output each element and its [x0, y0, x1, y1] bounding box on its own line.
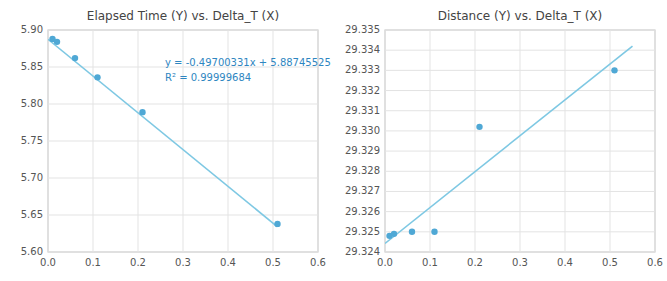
y-tick-label: 29.327 — [345, 185, 380, 196]
plot-frame — [385, 30, 655, 252]
scatter-point — [476, 124, 482, 130]
chart-title: Distance (Y) vs. Delta_T (X) — [438, 9, 603, 23]
scatter-point — [54, 39, 60, 45]
x-tick-label: 0.3 — [175, 257, 191, 268]
y-tick-label: 5.90 — [21, 24, 43, 35]
x-tick-label: 0.5 — [265, 257, 281, 268]
grid-line — [93, 30, 94, 252]
x-tick-label: 0.6 — [310, 257, 326, 268]
y-tick-label: 29.334 — [345, 44, 380, 55]
x-tick-label: 0.2 — [130, 257, 146, 268]
y-tick-label: 29.333 — [345, 64, 380, 75]
y-tick-label: 29.326 — [345, 206, 380, 217]
plot-panel: 5.60 5.65 5.70 5.75 5.80 5.85 5.90 0.0 0.1 0.2 0.3… — [21, 9, 331, 268]
x-tick-label: 0.0 — [377, 257, 393, 268]
y-tick-label: 5.70 — [21, 172, 43, 183]
grid-line — [475, 30, 476, 252]
x-tick-label: 0.5 — [602, 257, 618, 268]
y-tick-label: 29.331 — [345, 105, 380, 116]
x-tick-label: 0.0 — [40, 257, 56, 268]
grid-line — [655, 30, 656, 252]
y-tick-label: 29.332 — [345, 85, 380, 96]
x-tick-label: 0.3 — [512, 257, 528, 268]
annotation: y = -0.49700331x + 5.88745525 R² = 0.9999… — [165, 57, 331, 83]
y-tick-label: 5.80 — [21, 98, 43, 109]
y-tick-label: 29.324 — [345, 246, 380, 257]
grid-line — [138, 30, 139, 252]
x-tick-label: 0.6 — [647, 257, 663, 268]
scatter-point — [94, 74, 100, 80]
y-tick-label: 5.65 — [21, 209, 43, 220]
scatter-point — [139, 109, 145, 115]
chart-canvas: 5.60 5.65 5.70 5.75 5.80 5.85 5.90 0.0 0.1 0.2 0.3… — [0, 0, 667, 281]
annotation-line: R² = 0.99999684 — [165, 72, 251, 83]
scatter-point — [72, 55, 78, 61]
scatter-point — [391, 231, 397, 237]
y-tick-label: 29.330 — [345, 125, 380, 136]
grid-line — [565, 30, 566, 252]
x-tick-label: 0.2 — [467, 257, 483, 268]
y-tick-label: 29.329 — [345, 145, 380, 156]
plot-panel: 29.324 29.325 29.326 29.327 29.328 29.329 29.3… — [345, 9, 663, 268]
x-tick-label: 0.4 — [220, 257, 236, 268]
scatter-point — [431, 229, 437, 235]
scatter-point — [611, 67, 617, 73]
trend-line — [385, 46, 633, 243]
grid-line — [385, 30, 386, 252]
y-tick-label: 29.328 — [345, 165, 380, 176]
grid-line — [430, 30, 431, 252]
y-tick-label: 5.75 — [21, 135, 43, 146]
x-tick-label: 0.1 — [422, 257, 438, 268]
grid-line — [48, 30, 49, 252]
scatter-point — [409, 229, 415, 235]
scatter-point — [274, 221, 280, 227]
y-tick-label: 29.325 — [345, 226, 380, 237]
x-tick-label: 0.1 — [85, 257, 101, 268]
y-tick-label: 29.335 — [345, 24, 380, 35]
chart-title: Elapsed Time (Y) vs. Delta_T (X) — [87, 9, 279, 23]
annotation-line: y = -0.49700331x + 5.88745525 — [165, 57, 331, 68]
x-tick-label: 0.4 — [557, 257, 573, 268]
y-tick-label: 5.60 — [21, 246, 43, 257]
data-area — [385, 46, 633, 243]
y-tick-label: 5.85 — [21, 61, 43, 72]
grid-line — [520, 30, 521, 252]
